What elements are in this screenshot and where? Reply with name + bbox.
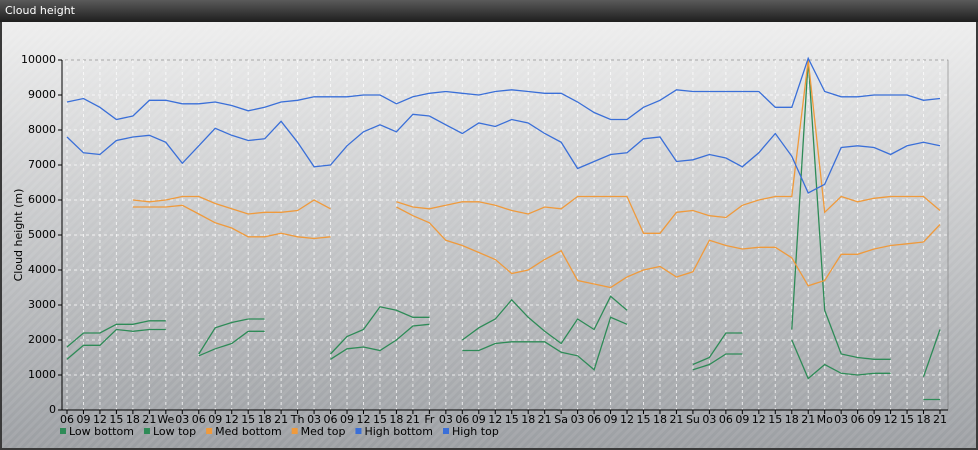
y-tick-label: 2000 — [28, 333, 56, 346]
x-tick-label: 09 — [208, 413, 222, 426]
x-tick-label: Sa — [554, 413, 568, 426]
legend-swatch — [60, 428, 66, 434]
legend-swatch — [291, 428, 298, 434]
x-tick-label: 15 — [900, 413, 914, 426]
x-tick-label: Th — [290, 413, 305, 426]
y-tick-label: 0 — [49, 403, 56, 416]
x-tick-label: 21 — [669, 413, 683, 426]
x-tick-label: 06 — [455, 413, 469, 426]
x-tick-label: 09 — [604, 413, 618, 426]
x-tick-label: 09 — [472, 413, 486, 426]
legend-label: High top — [452, 425, 499, 438]
series-line — [66, 316, 940, 401]
y-tick-label: 8000 — [28, 123, 56, 136]
window-title: Cloud height — [0, 0, 978, 22]
y-tick-label: 5000 — [28, 228, 56, 241]
x-tick-label: 09 — [867, 413, 881, 426]
x-tick-label: 18 — [258, 413, 272, 426]
x-tick-label: 18 — [521, 413, 535, 426]
x-tick-label: 18 — [917, 413, 931, 426]
x-tick-label: 15 — [373, 413, 387, 426]
y-tick-label: 3000 — [28, 298, 56, 311]
legend-label: Low bottom — [69, 425, 134, 438]
legend-label: Med top — [301, 425, 346, 438]
x-tick-label: 12 — [356, 413, 370, 426]
x-tick-label: 21 — [538, 413, 552, 426]
x-tick-label: Mo — [817, 413, 833, 426]
x-tick-label: 18 — [126, 413, 140, 426]
x-tick-label: 12 — [488, 413, 502, 426]
x-tick-label: 18 — [653, 413, 667, 426]
x-tick-label: 03 — [175, 413, 189, 426]
x-tick-label: 15 — [768, 413, 782, 426]
x-tick-label: 21 — [274, 413, 288, 426]
y-tick-label: 6000 — [28, 193, 56, 206]
y-tick-label: 9000 — [28, 88, 56, 101]
legend-swatch — [143, 428, 150, 434]
series-line — [66, 59, 941, 378]
x-tick-label: 03 — [702, 413, 716, 426]
x-tick-label: 21 — [801, 413, 815, 426]
x-tick-label: 12 — [93, 413, 107, 426]
y-tick-label: 7000 — [28, 158, 56, 171]
x-tick-label: 06 — [851, 413, 865, 426]
legend-label: Med bottom — [215, 425, 282, 438]
legend-label: Low top — [153, 425, 196, 438]
legend-swatch — [355, 428, 362, 434]
series-line — [132, 59, 941, 234]
x-tick-label: Fr — [424, 413, 435, 426]
x-tick-label: 12 — [884, 413, 898, 426]
x-tick-label: 06 — [192, 413, 206, 426]
legend-swatch — [443, 428, 449, 434]
y-tick-label: 1000 — [28, 368, 56, 381]
series-line — [132, 204, 941, 289]
x-tick-label: 12 — [620, 413, 634, 426]
series-line — [66, 113, 941, 194]
series-line — [66, 56, 941, 121]
x-tick-label: 03 — [571, 413, 585, 426]
legend-swatch — [206, 428, 213, 434]
x-tick-label: 06 — [324, 413, 338, 426]
x-tick-label: 18 — [785, 413, 799, 426]
x-tick-label: 09 — [735, 413, 749, 426]
x-tick-label: 21 — [933, 413, 947, 426]
y-tick-label: 10000 — [21, 53, 56, 66]
x-tick-label: 03 — [834, 413, 848, 426]
x-tick-label: Su — [686, 413, 700, 426]
x-tick-label: 15 — [505, 413, 519, 426]
x-tick-label: 15 — [637, 413, 651, 426]
x-tick-label: 06 — [719, 413, 733, 426]
x-tick-label: 15 — [241, 413, 255, 426]
y-tick-label: 4000 — [28, 263, 56, 276]
x-tick-label: 09 — [340, 413, 354, 426]
x-tick-label: 03 — [307, 413, 321, 426]
x-tick-label: 12 — [752, 413, 766, 426]
x-tick-label: 03 — [439, 413, 453, 426]
x-tick-label: 21 — [406, 413, 420, 426]
x-tick-label: 09 — [76, 413, 90, 426]
x-tick-label: 21 — [142, 413, 156, 426]
x-tick-label: 15 — [109, 413, 123, 426]
chart: Cloud height (m) 0 1000 2000 3000 4000 5000 60… — [2, 22, 976, 448]
legend-label: High bottom — [364, 425, 433, 438]
x-tick-label: We — [157, 413, 174, 426]
x-tick-label: 12 — [225, 413, 239, 426]
x-tick-label: 18 — [389, 413, 403, 426]
x-tick-label: 06 — [587, 413, 601, 426]
y-axis-title: Cloud height (m) — [12, 189, 25, 282]
x-tick-label: 06 — [60, 413, 74, 426]
